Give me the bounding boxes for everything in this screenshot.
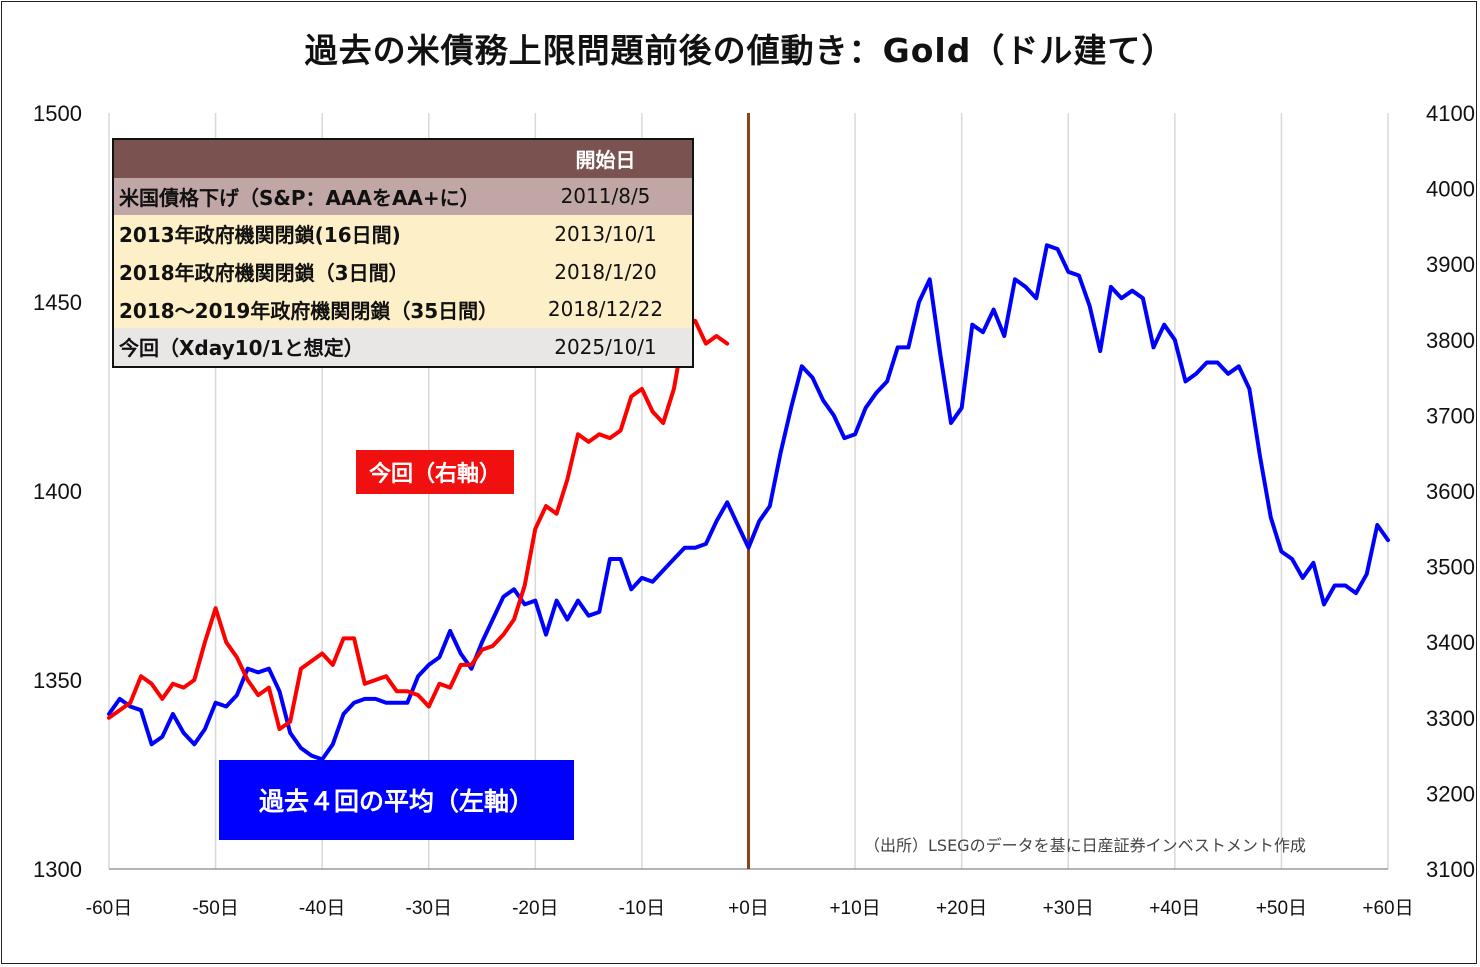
x-tick-label: -40日 <box>299 898 345 919</box>
event-date: 2013/10/1 <box>554 221 657 246</box>
right-y-tick-label: 4000 <box>1426 177 1475 202</box>
x-tick-label: +30日 <box>1043 898 1094 919</box>
x-tick-label: -60日 <box>86 898 132 919</box>
right-y-tick-label: 3500 <box>1426 555 1475 580</box>
x-tick-label: -20日 <box>512 898 558 919</box>
chart-title: 過去の米債務上限問題前後の値動き：Gold（ドル建て） <box>304 31 1176 70</box>
past-average-line <box>107 243 1390 762</box>
x-tick-label: -50日 <box>192 898 238 919</box>
event-name: 2018年政府機関閉鎖（3日間） <box>119 261 409 286</box>
right-y-tick-label: 3400 <box>1426 630 1475 655</box>
past-series-label: 過去４回の平均（左軸） <box>219 760 574 840</box>
left-y-tick-label: 1350 <box>33 668 82 693</box>
table-row: 2018年政府機関閉鎖（3日間） 2018/1/20 <box>114 252 692 291</box>
event-date: 2011/8/5 <box>560 184 651 209</box>
x-tick-label: +10日 <box>829 898 880 919</box>
right-y-tick-label: 3600 <box>1426 479 1475 504</box>
right-y-tick-label: 3100 <box>1426 857 1475 882</box>
right-y-tick-label: 3800 <box>1426 328 1475 353</box>
event-name: 2013年政府機関閉鎖(16日間) <box>119 223 401 248</box>
x-tick-label: +40日 <box>1149 898 1200 919</box>
right-y-tick-label: 3700 <box>1426 403 1475 428</box>
table-row: 2018～2019年政府機関閉鎖（35日間） 2018/12/22 <box>114 290 692 328</box>
x-tick-label: +50日 <box>1256 898 1307 919</box>
x-tick-label: -30日 <box>406 898 452 919</box>
right-y-tick-label: 3900 <box>1426 252 1475 277</box>
right-y-tick-label: 3200 <box>1426 781 1475 806</box>
right-y-tick-label: 3300 <box>1426 706 1475 731</box>
x-tick-label: +60日 <box>1362 898 1413 919</box>
x-tick-label: -10日 <box>619 898 665 919</box>
left-y-tick-label: 1450 <box>33 290 82 315</box>
table-row: 2013年政府機関閉鎖(16日間) 2013/10/1 <box>114 215 692 253</box>
left-y-tick-label: 1400 <box>33 479 82 504</box>
source-note: （出所）LSEGのデータを基に日産証券インベストメント作成 <box>864 836 1306 855</box>
left-y-tick-label: 1500 <box>33 101 82 126</box>
event-name: 今回（Xday10/1と想定） <box>119 336 364 361</box>
table-row: 米国債格下げ（S&P：AAAをAA+に） 2011/8/5 <box>114 177 692 216</box>
current-line <box>107 318 730 732</box>
x-tick-label: +20日 <box>936 898 987 919</box>
x-tick-label: +0日 <box>728 898 769 919</box>
event-date: 2018/1/20 <box>554 259 657 284</box>
table-row: 今回（Xday10/1と想定） 2025/10/1 <box>114 327 692 366</box>
event-name: 2018～2019年政府機関閉鎖（35日間） <box>119 298 499 323</box>
table-header-date: 開始日 <box>575 148 636 173</box>
left-y-tick-label: 1300 <box>33 857 82 882</box>
event-date: 2025/10/1 <box>554 334 657 359</box>
event-name: 米国債格下げ（S&P：AAAをAA+に） <box>119 185 480 210</box>
table-header-row: 開始日 <box>114 140 692 178</box>
event-date: 2018/12/22 <box>547 297 664 322</box>
current-series-label: 今回（右軸） <box>356 450 514 494</box>
event-table: 開始日 米国債格下げ（S&P：AAAをAA+に） 2011/8/5 2013年政… <box>112 138 694 368</box>
right-y-tick-label: 4100 <box>1426 101 1475 126</box>
